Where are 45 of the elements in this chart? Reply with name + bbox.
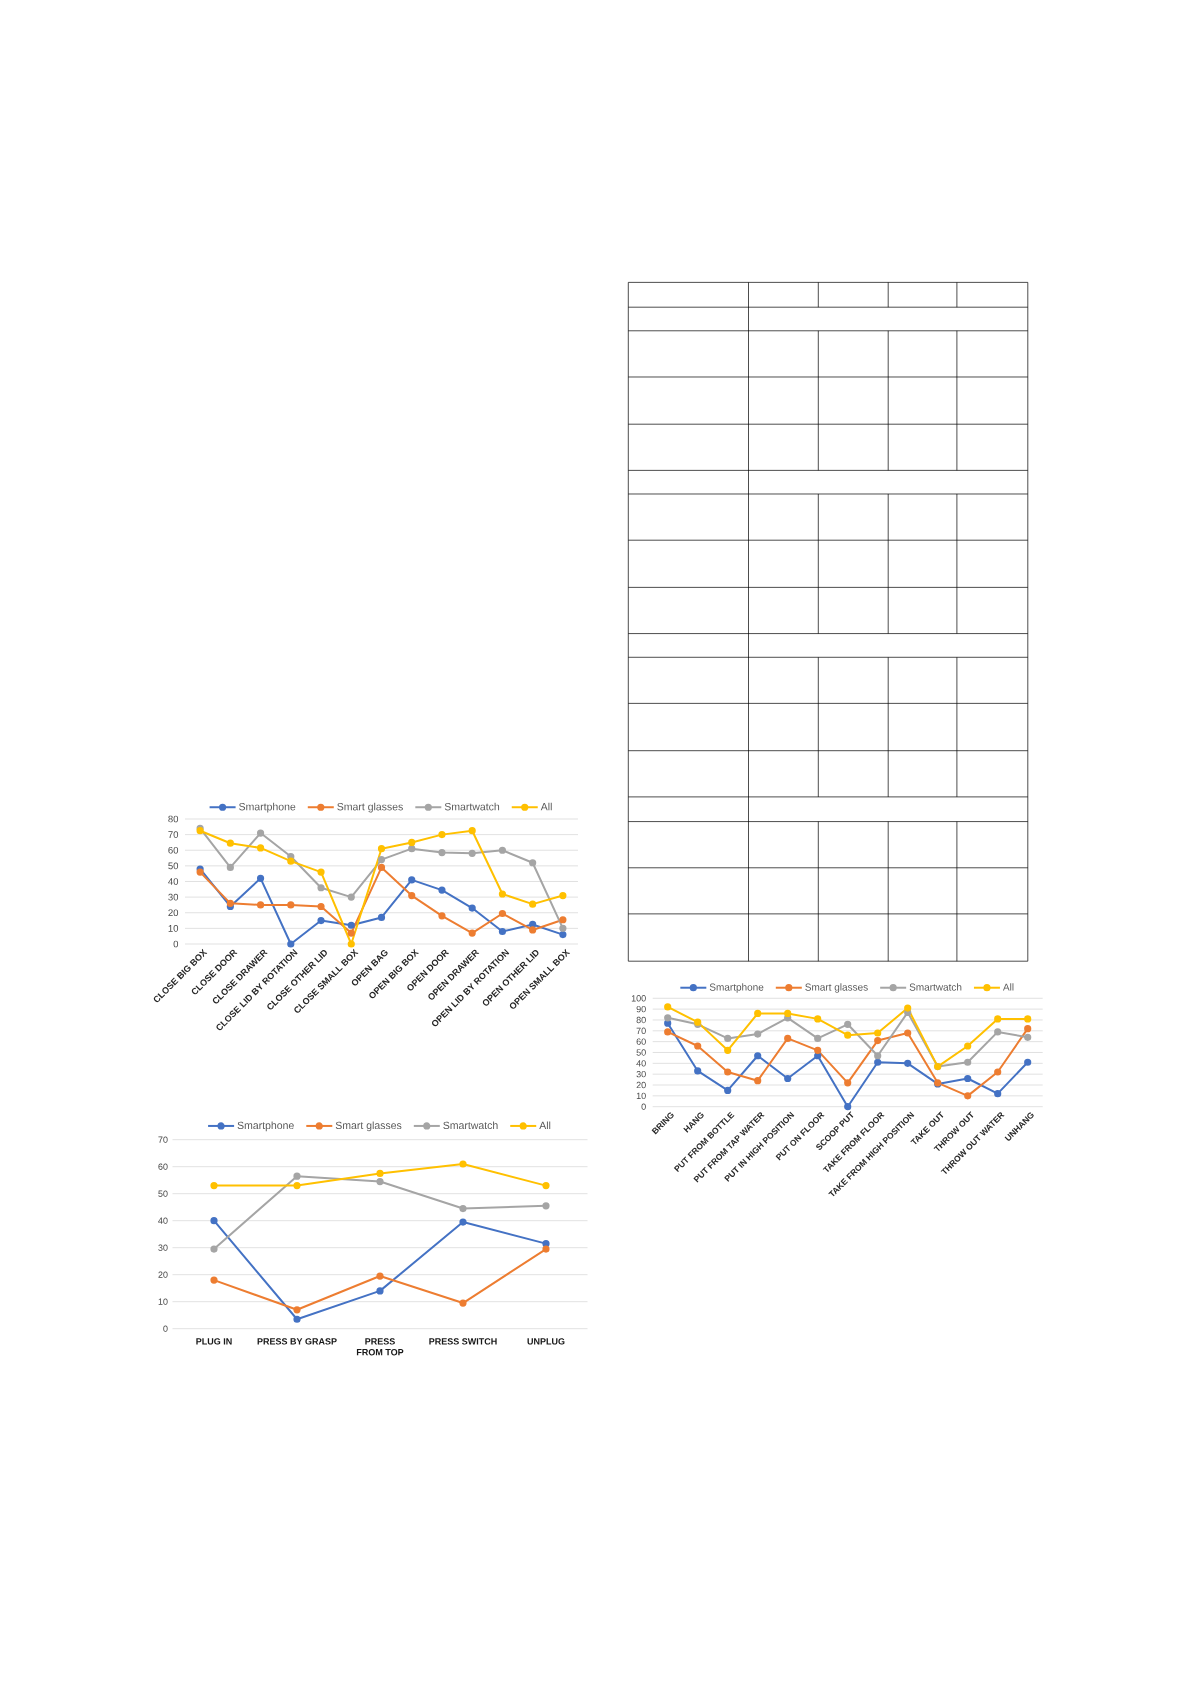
y-tick-label: 30 [636, 1070, 646, 1078]
x-tick-label: PRESS FROM TOP [356, 1338, 404, 1356]
y-tick-label: 10 [636, 1092, 646, 1100]
legend-label: All [1002, 983, 1014, 991]
legend-label: Smartphone [237, 1121, 294, 1132]
legend-label: Smartphone [709, 983, 764, 993]
legend-label: Smartwatch [909, 983, 962, 991]
y-tick-label: 60 [168, 846, 179, 854]
x-tick-label: PLUG IN [196, 1338, 232, 1345]
y-tick-label: 50 [168, 862, 179, 870]
y-tick-label: 10 [158, 1298, 168, 1305]
legend-label: Smart glasses [805, 983, 868, 993]
y-tick-label: 40 [158, 1217, 168, 1224]
y-tick-label: 30 [158, 1244, 168, 1251]
y-tick-label: 20 [636, 1081, 646, 1089]
y-tick-label: 70 [636, 1027, 646, 1034]
legend-label: All [540, 802, 552, 811]
legend-label: Smartwatch [443, 1121, 498, 1130]
y-tick-label: 30 [168, 893, 179, 901]
y-tick-label: 80 [168, 815, 179, 823]
y-tick-label: 90 [636, 1005, 646, 1013]
y-tick-label: 40 [636, 1060, 646, 1067]
y-tick-label: 0 [163, 1325, 168, 1332]
y-tick-label: 80 [636, 1016, 646, 1024]
x-tick-label: UNPLUG [527, 1338, 565, 1345]
y-tick-label: 10 [168, 925, 179, 932]
x-tick-label: PRESS BY GRASP [257, 1338, 337, 1345]
y-tick-label: 50 [158, 1190, 168, 1197]
x-tick-label: PRESS SWITCH [429, 1338, 497, 1345]
legend-label: Smart glasses [335, 1121, 402, 1132]
y-tick-label: 70 [158, 1136, 168, 1143]
legend-label: All [539, 1121, 551, 1129]
legend-label: Smartphone [239, 802, 296, 813]
y-tick-label: 0 [173, 940, 179, 948]
y-tick-label: 0 [641, 1103, 646, 1110]
y-tick-label: 40 [168, 878, 179, 885]
y-tick-label: 50 [636, 1049, 646, 1056]
y-tick-label: 70 [168, 831, 179, 838]
y-tick-label: 20 [168, 909, 179, 917]
y-tick-label: 60 [158, 1163, 168, 1170]
y-tick-label: 20 [158, 1271, 168, 1278]
y-tick-label: 100 [631, 995, 646, 1002]
legend-label: Smartwatch [444, 802, 500, 811]
legend-label: Smart glasses [337, 802, 403, 813]
y-tick-label: 60 [636, 1038, 646, 1045]
